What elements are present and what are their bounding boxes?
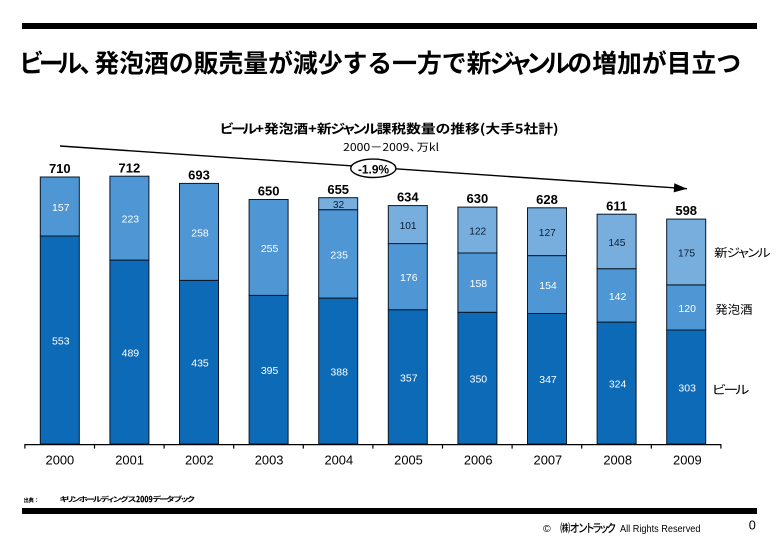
svg-text:175: 175 — [678, 249, 695, 260]
svg-text:120: 120 — [678, 303, 696, 315]
svg-text:693: 693 — [188, 168, 210, 183]
svg-text:395: 395 — [261, 365, 279, 377]
svg-text:598: 598 — [675, 203, 697, 218]
svg-text:628: 628 — [536, 192, 558, 207]
svg-text:634: 634 — [397, 190, 419, 205]
svg-text:2008: 2008 — [603, 453, 632, 468]
svg-text:145: 145 — [608, 238, 625, 249]
svg-text:157: 157 — [52, 202, 70, 214]
svg-text:2005: 2005 — [394, 453, 423, 468]
svg-text:32: 32 — [333, 200, 345, 211]
svg-text:655: 655 — [327, 182, 349, 197]
svg-text:258: 258 — [191, 227, 209, 239]
svg-text:347: 347 — [539, 374, 557, 386]
svg-text:255: 255 — [261, 243, 279, 255]
svg-text:127: 127 — [539, 228, 556, 239]
svg-text:All Rights Reserved: All Rights Reserved — [620, 524, 701, 535]
svg-text:2003: 2003 — [255, 453, 284, 468]
svg-text:553: 553 — [52, 336, 70, 348]
svg-text:235: 235 — [330, 249, 348, 261]
svg-text:2000: 2000 — [46, 453, 75, 468]
svg-text:350: 350 — [470, 374, 488, 386]
svg-text:122: 122 — [469, 227, 486, 238]
svg-text:650: 650 — [258, 184, 280, 199]
svg-text:-1.9%: -1.9% — [358, 163, 389, 177]
svg-text:324: 324 — [609, 379, 627, 391]
svg-text:142: 142 — [609, 291, 627, 303]
svg-text:2001: 2001 — [115, 453, 144, 468]
svg-text:2004: 2004 — [324, 453, 353, 468]
svg-text:101: 101 — [400, 221, 417, 232]
svg-text:154: 154 — [539, 280, 557, 292]
svg-text:0: 0 — [749, 519, 756, 533]
svg-text:489: 489 — [122, 348, 140, 360]
svg-text:158: 158 — [470, 278, 488, 290]
svg-text:2009: 2009 — [673, 453, 702, 468]
svg-text:388: 388 — [330, 367, 348, 379]
svg-text:435: 435 — [191, 358, 209, 370]
svg-text:223: 223 — [122, 214, 140, 226]
svg-text:712: 712 — [119, 160, 141, 175]
svg-text:176: 176 — [400, 272, 418, 284]
svg-text:710: 710 — [49, 161, 71, 176]
svg-text:2007: 2007 — [534, 453, 563, 468]
svg-text:2002: 2002 — [185, 453, 214, 468]
svg-text:2006: 2006 — [464, 453, 493, 468]
svg-text:611: 611 — [606, 198, 627, 213]
svg-text:357: 357 — [400, 372, 418, 384]
svg-text:630: 630 — [467, 191, 489, 206]
svg-text:303: 303 — [678, 383, 696, 395]
svg-text:©: © — [543, 523, 551, 535]
